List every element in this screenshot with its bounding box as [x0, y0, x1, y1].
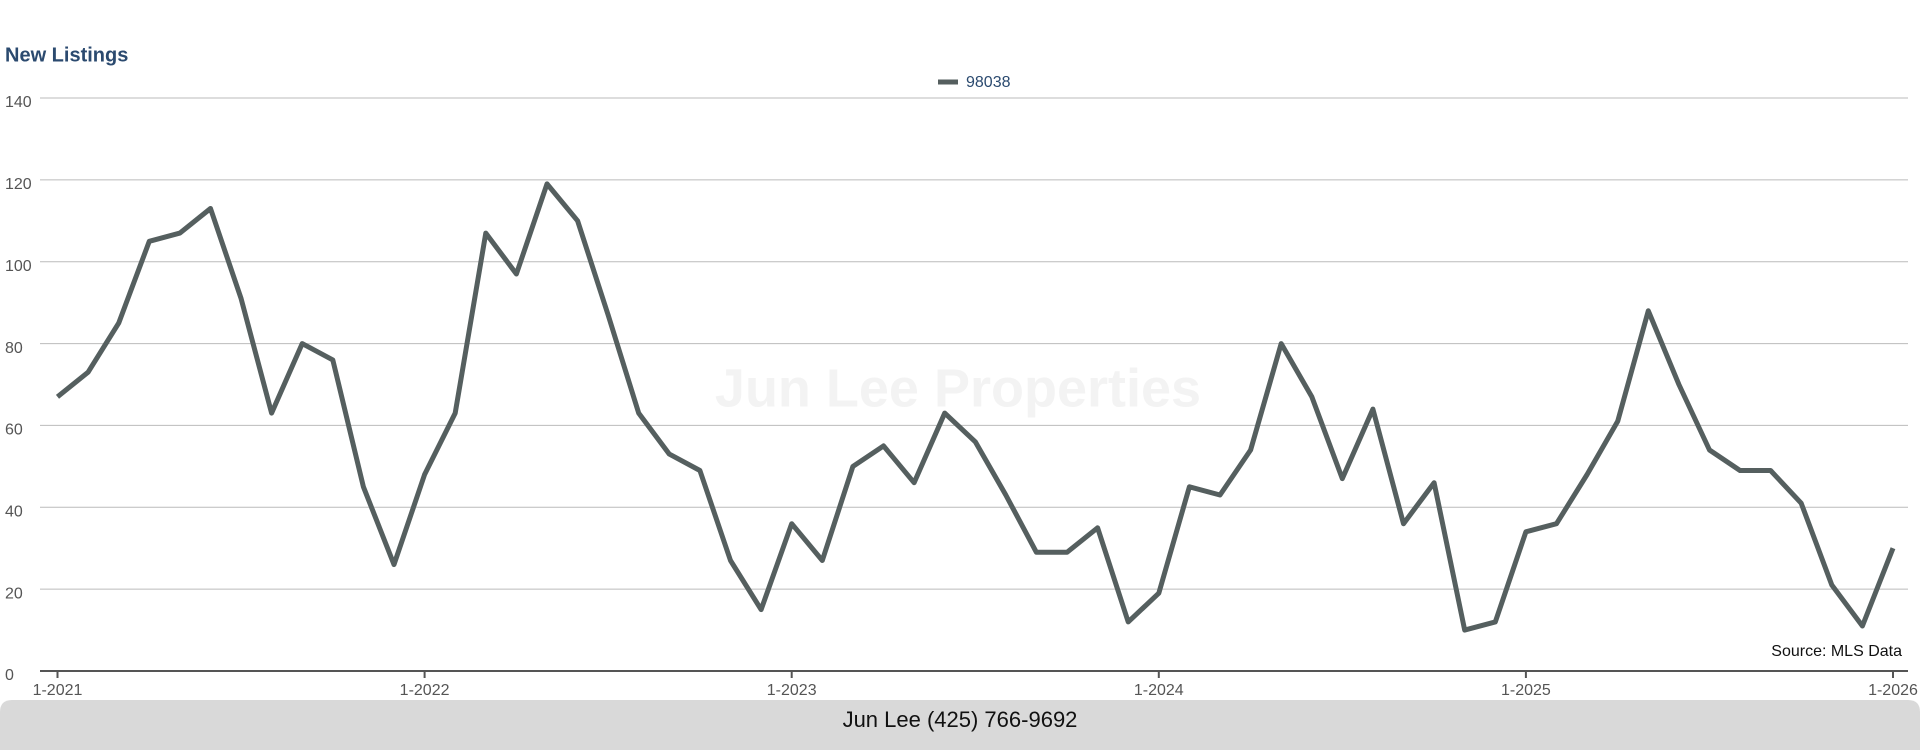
x-tick-label: 1-2022 [400, 682, 450, 699]
x-tick-label: 1-2024 [1134, 682, 1184, 699]
y-tick-label: 40 [5, 504, 23, 521]
legend-label: 98038 [966, 74, 1011, 91]
series-line [55, 181, 1896, 633]
x-tick-label: 1-2026 [1868, 682, 1918, 699]
y-tick-label: 100 [5, 258, 32, 275]
y-tick-label: 80 [5, 340, 23, 357]
y-tick-label: 120 [5, 176, 32, 193]
x-tick-label: 1-2021 [33, 682, 83, 699]
footer-band [0, 700, 1920, 750]
watermark: Jun Lee Properties [715, 358, 1201, 418]
x-tick-label: 1-2023 [767, 682, 817, 699]
footer-text: Jun Lee (425) 766-9692 [843, 707, 1078, 732]
y-tick-label: 140 [5, 94, 32, 111]
source-note: Source: MLS Data [1771, 643, 1902, 660]
x-tick-label: 1-2025 [1501, 682, 1551, 699]
y-tick-label: 0 [5, 667, 14, 684]
y-tick-label: 60 [5, 422, 23, 439]
chart-title: New Listings [5, 44, 128, 66]
y-tick-label: 20 [5, 585, 23, 602]
